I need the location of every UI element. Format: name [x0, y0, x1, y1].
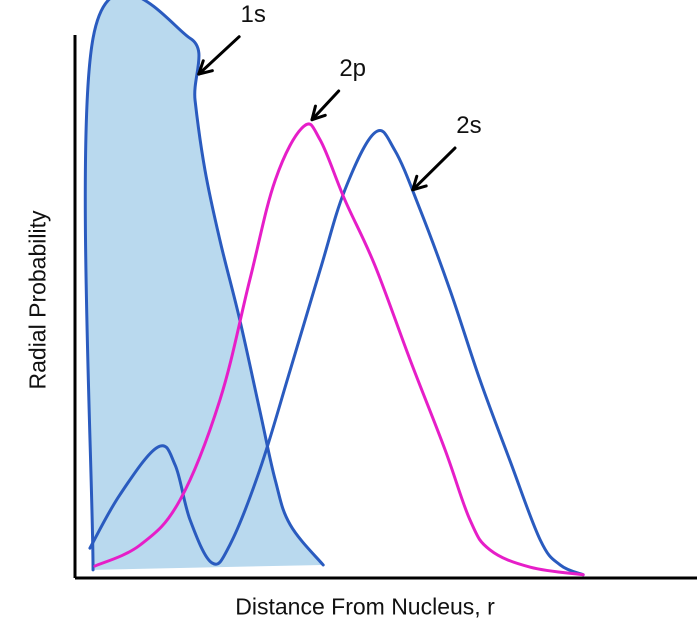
series-2s-line	[88, 129, 585, 577]
annotation-arrow-2p	[310, 89, 341, 122]
series-1s-fill	[85, 0, 324, 570]
annotation-arrow-2s	[411, 146, 457, 192]
annotation-label-1s: 1s	[240, 0, 266, 28]
annotation-label-2p: 2p	[339, 55, 367, 82]
x-axis-label: Distance From Nucleus, r	[235, 593, 495, 620]
annotation-label-2s: 2s	[456, 112, 482, 140]
series-1s-line	[83, 0, 325, 572]
annotation-arrowhead-1s	[197, 59, 214, 76]
series-2p-line	[93, 122, 585, 577]
y-axis-label: Radial Probability	[24, 210, 51, 390]
annotation-arrowhead-2s	[411, 174, 428, 192]
annotation-arrowhead-2p	[310, 104, 327, 122]
annotation-arrow-1s	[197, 35, 241, 76]
